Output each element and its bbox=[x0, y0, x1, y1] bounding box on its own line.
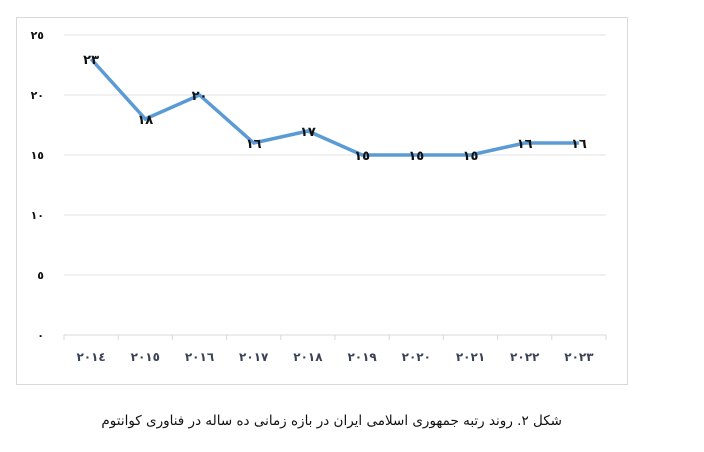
x-tick-label: ۲۰۲۱ bbox=[456, 350, 485, 364]
y-tick-label: ۱٥ bbox=[31, 149, 45, 162]
data-label: ۱٦ bbox=[571, 137, 587, 152]
y-tick-label: ۲٥ bbox=[31, 29, 45, 42]
y-tick-label: ۰ bbox=[37, 329, 44, 342]
data-label: ۱٥ bbox=[463, 149, 479, 164]
x-tick-label: ۲۰۱۹ bbox=[347, 350, 377, 364]
x-tick-label: ۲۰۱٤ bbox=[76, 350, 105, 364]
data-label: ۱٦ bbox=[517, 137, 533, 152]
x-tick-label: ۲۰۲۰ bbox=[402, 350, 431, 364]
series-line bbox=[89, 57, 579, 157]
figure-caption: شکل ۲. روند رتبه جمهوری اسلامی ایران در … bbox=[101, 413, 562, 429]
data-label: ۱۸ bbox=[137, 113, 153, 128]
data-label: ۱٥ bbox=[408, 149, 424, 164]
data-label: ۲۰ bbox=[192, 89, 208, 104]
data-label: ۱٦ bbox=[246, 137, 262, 152]
x-tick-label: ۲۰۱۸ bbox=[293, 350, 323, 364]
x-tick-label: ۲۰۱٦ bbox=[185, 350, 214, 364]
y-tick-label: ۱۰ bbox=[31, 209, 44, 222]
y-tick-label: ۲۰ bbox=[31, 89, 44, 102]
x-tick-label: ۲۰۲۳ bbox=[564, 350, 594, 364]
data-label: ۲۳ bbox=[83, 53, 99, 68]
data-label: ۱٥ bbox=[354, 149, 370, 164]
x-tick-label: ۲۰۱۷ bbox=[239, 350, 269, 364]
data-label: ۱۷ bbox=[300, 125, 316, 140]
y-tick-label: ٥ bbox=[37, 269, 44, 282]
x-tick-label: ۲۰۲۲ bbox=[510, 350, 540, 364]
x-tick-label: ۲۰۱٥ bbox=[131, 350, 160, 364]
chart-container bbox=[16, 17, 628, 385]
